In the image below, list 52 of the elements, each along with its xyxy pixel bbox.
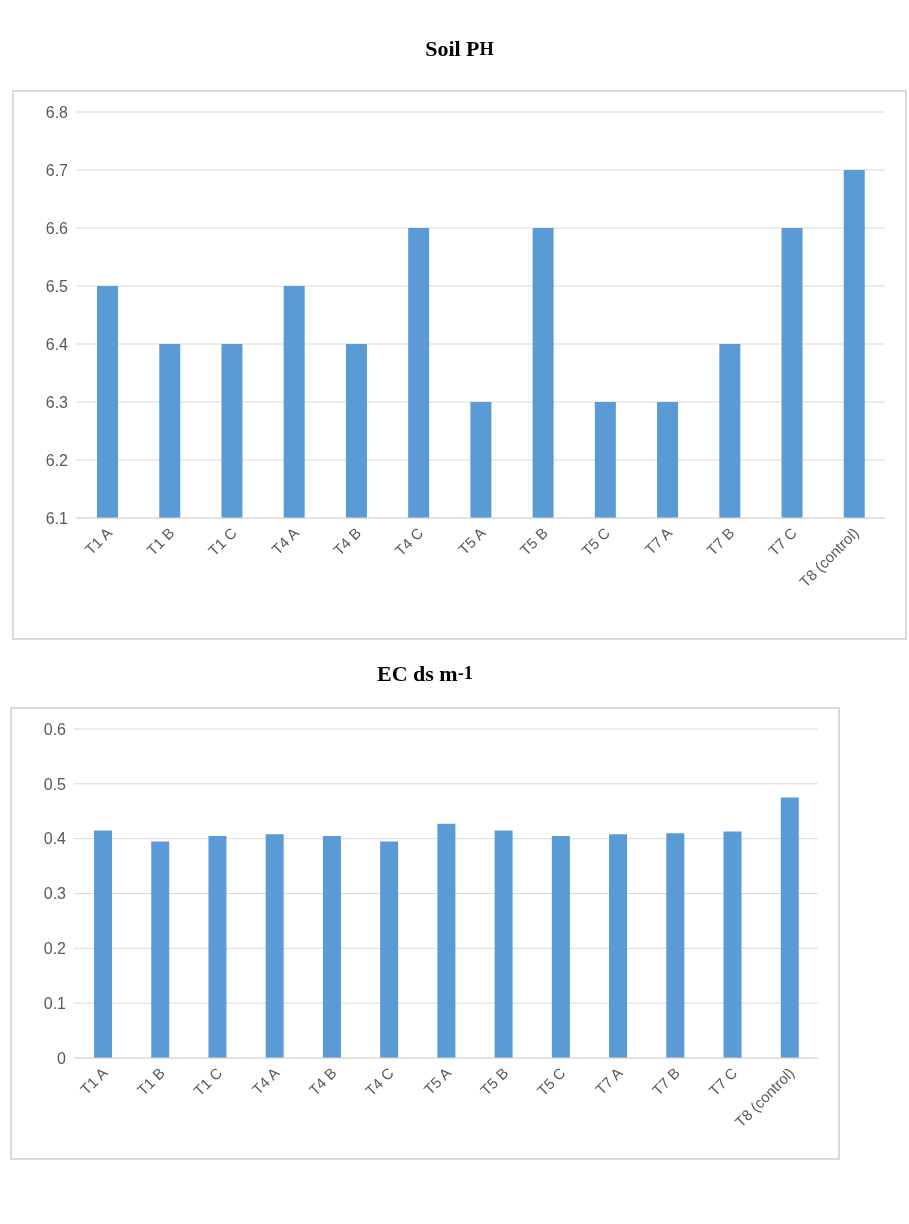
y-tick-label: 6.2 xyxy=(45,451,69,469)
x-tick-label: T1 A xyxy=(81,524,116,558)
bar xyxy=(265,834,284,1058)
x-tick-label: T4 B xyxy=(329,524,365,559)
bar xyxy=(494,830,513,1058)
x-tick-label: T5 B xyxy=(476,1064,512,1099)
x-tick-label: T4 A xyxy=(268,524,302,558)
y-tick-label: 0.4 xyxy=(43,830,67,848)
x-tick-label: T5 C xyxy=(578,523,614,560)
y-tick-label: 6.5 xyxy=(45,277,69,295)
bar xyxy=(437,823,456,1058)
x-tick-label: T4 C xyxy=(361,1063,397,1100)
y-tick-label: 6.7 xyxy=(45,161,69,179)
x-tick-label: T5 B xyxy=(516,524,551,559)
y-tick-label: 0.3 xyxy=(43,885,67,903)
x-tick-label: T1 B xyxy=(133,1064,168,1099)
x-tick-label: T7 B xyxy=(648,1064,684,1099)
x-tick-label: T7 C xyxy=(705,1063,741,1100)
x-tick-label: T5 A xyxy=(420,1064,455,1098)
y-tick-label: 6.1 xyxy=(45,509,69,527)
bar xyxy=(609,834,628,1058)
bar xyxy=(94,830,112,1058)
bar xyxy=(208,835,227,1058)
bar xyxy=(380,841,399,1058)
y-tick-label: 0.6 xyxy=(43,720,67,738)
bar xyxy=(723,831,742,1058)
x-tick-label: T7 A xyxy=(591,1064,626,1098)
x-tick-label: T4 A xyxy=(248,1064,283,1098)
bar xyxy=(551,835,570,1058)
x-tick-label: T7 B xyxy=(703,524,738,559)
x-tick-label: T4 C xyxy=(391,523,427,560)
y-tick-label: 6.3 xyxy=(45,393,69,411)
x-tick-label: T7 C xyxy=(764,523,800,560)
bar xyxy=(780,797,799,1058)
y-tick-label: 0.1 xyxy=(43,994,67,1012)
x-tick-label: T4 B xyxy=(305,1064,340,1099)
y-tick-label: 6.8 xyxy=(45,103,69,121)
x-tick-label: T5 C xyxy=(533,1063,569,1100)
bar xyxy=(322,835,341,1058)
y-tick-label: 0.2 xyxy=(43,940,67,958)
y-tick-label: 6.6 xyxy=(45,219,69,237)
x-tick-label: T5 A xyxy=(454,524,489,558)
x-tick-label: T1 B xyxy=(143,524,178,559)
x-tick-label: T7 A xyxy=(641,524,676,558)
bar xyxy=(151,841,170,1058)
bar xyxy=(666,833,685,1058)
x-tick-label: T1 C xyxy=(204,523,240,560)
y-tick-label: 0.5 xyxy=(43,775,67,793)
y-tick-label: 6.4 xyxy=(45,335,69,353)
x-tick-label: T1 C xyxy=(190,1063,226,1100)
x-tick-label: T1 A xyxy=(76,1064,111,1098)
y-tick-label: 0 xyxy=(57,1049,67,1067)
